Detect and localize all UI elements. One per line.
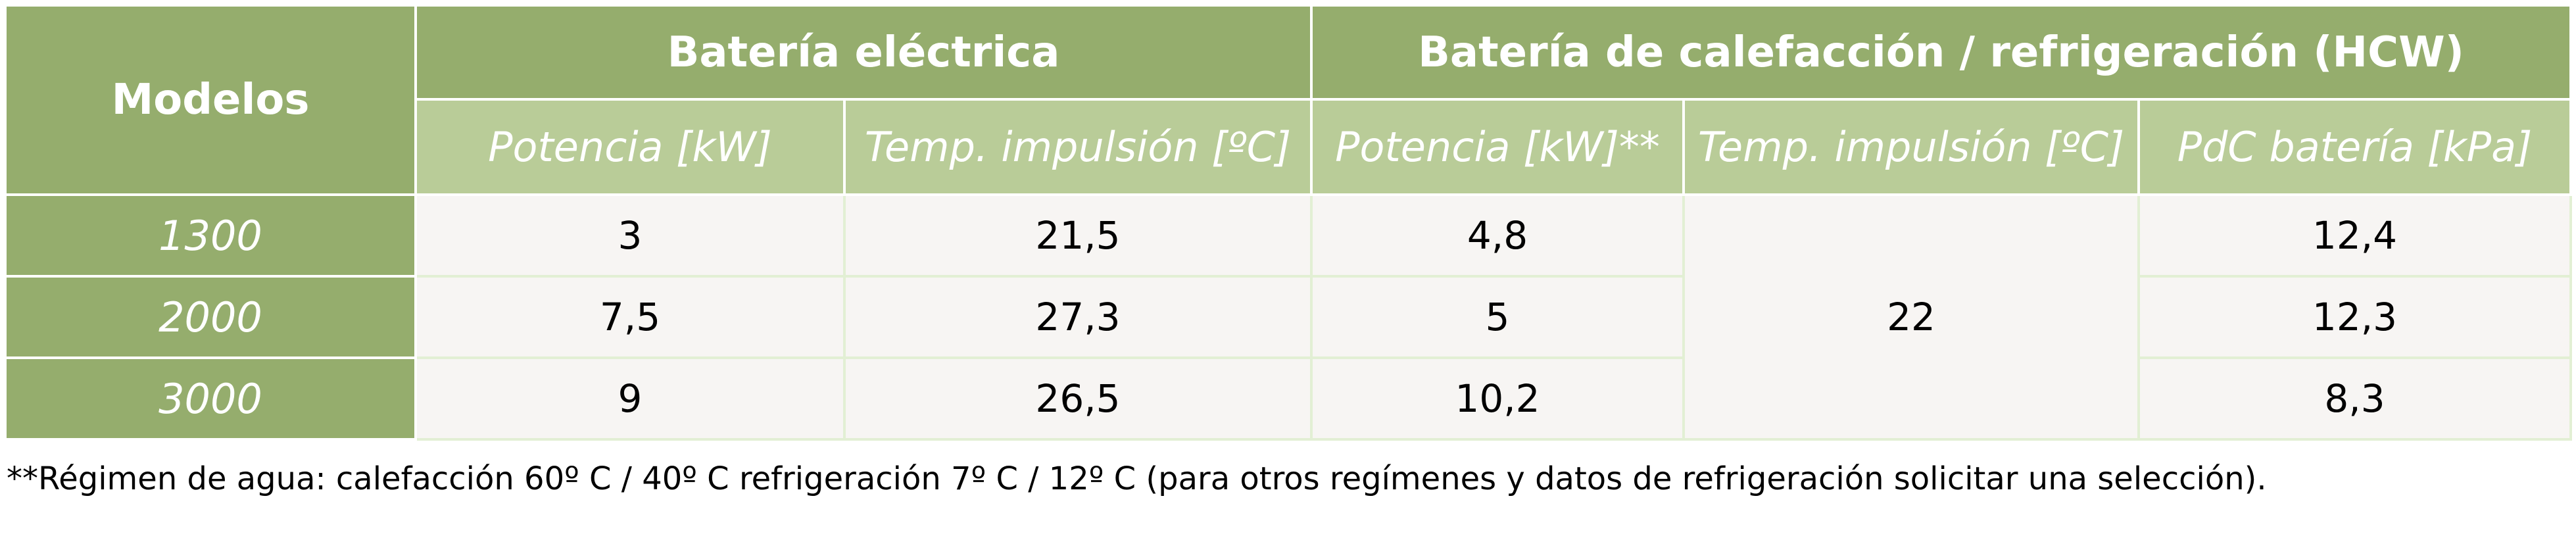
group-header-row: Modelos Batería eléctrica Batería de cal… (4, 4, 2572, 196)
model-cell: 3000 (4, 356, 417, 441)
model-cell: 1300 (4, 193, 417, 278)
hcw-pdc-cell: 8,3 (2137, 356, 2572, 441)
hcw-temp-merged-cell: 22 (1682, 193, 2140, 441)
electric-battery-header: Batería eléctrica (414, 4, 1313, 101)
electric-power-header: Potencia [kW] (414, 98, 846, 196)
hcw-power-cell: 5 (1310, 275, 1685, 359)
specs-table-container: Modelos Batería eléctrica Batería de cal… (4, 4, 2572, 441)
electric-temp-header: Temp. impulsión [ºC] (843, 98, 1313, 196)
models-header: Modelos (4, 4, 417, 196)
hcw-pdc-cell: 12,3 (2137, 275, 2572, 359)
sub-header-row: Potencia [kW] Temp. impulsión [ºC] Poten… (5, 98, 2572, 196)
model-cell: 2000 (4, 275, 417, 359)
footnote: **Régimen de agua: calefacción 60º C / 4… (7, 460, 2267, 497)
table-row: 3000 9 26,5 10,2 8,3 (4, 356, 2572, 441)
hcw-power-header: Potencia [kW]** (1310, 98, 1685, 196)
hcw-temp-header: Temp. impulsión [ºC] (1682, 98, 2140, 196)
table-row: 2000 7,5 27,3 5 12,3 (4, 275, 2572, 359)
specs-table: Modelos Batería eléctrica Batería de cal… (4, 4, 2572, 441)
electric-power-cell: 9 (414, 356, 846, 441)
electric-power-cell: 3 (414, 193, 846, 278)
hcw-pdc-header: PdC batería [kPa] (2137, 98, 2572, 196)
electric-power-cell: 7,5 (414, 275, 846, 359)
hcw-power-cell: 10,2 (1310, 356, 1685, 441)
hcw-power-cell: 4,8 (1310, 193, 1685, 278)
hcw-pdc-cell: 12,4 (2137, 193, 2572, 278)
electric-temp-cell: 27,3 (843, 275, 1313, 359)
electric-temp-cell: 26,5 (843, 356, 1313, 441)
table-row: 1300 3 21,5 4,8 22 12,4 (4, 193, 2572, 441)
electric-temp-cell: 21,5 (843, 193, 1313, 278)
hcw-battery-header: Batería de calefacción / refrigeración (… (1310, 4, 2572, 101)
